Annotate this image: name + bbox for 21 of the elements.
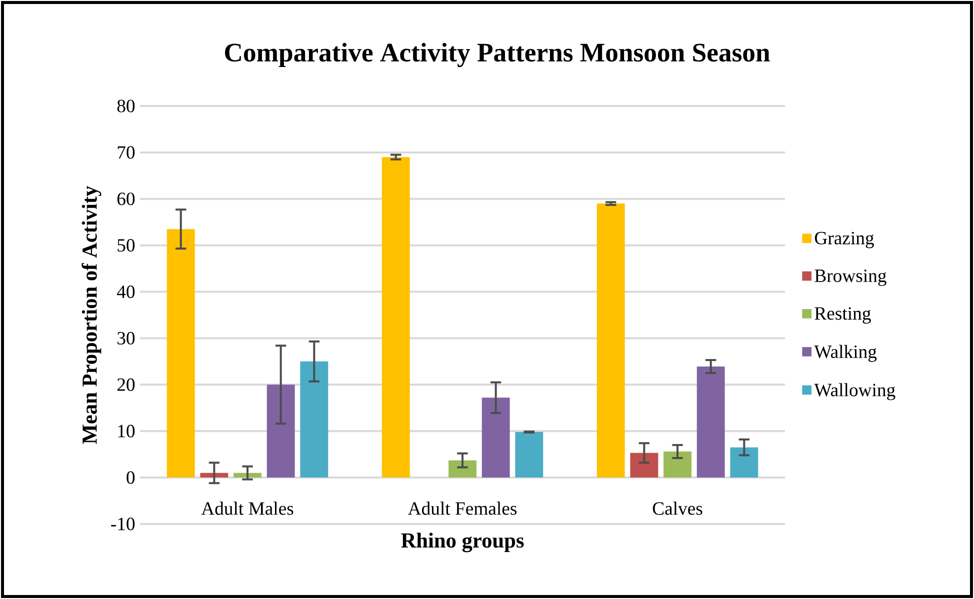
legend-label: Wallowing xyxy=(814,383,896,400)
chart-title: Comparative Activity Patterns Monsoon Season xyxy=(225,42,770,68)
legend-label: Walking xyxy=(814,344,877,362)
y-tick-label: 20 xyxy=(117,378,135,391)
y-tick-label: 30 xyxy=(118,332,135,345)
y-tick-label: 10 xyxy=(118,424,135,438)
y-axis-title: Mean Proportion of Activity xyxy=(82,186,102,444)
legend-label: Resting xyxy=(814,307,871,324)
legend-label: Browsing xyxy=(814,270,886,286)
y-tick-label: 0 xyxy=(126,471,135,484)
y-tick-label: 40 xyxy=(116,285,135,298)
x-tick-label: Calves xyxy=(652,502,702,515)
x-tick-label: Adult Males xyxy=(201,502,294,515)
x-tick-label: Adult Females xyxy=(408,502,517,515)
y-tick-label: 50 xyxy=(118,239,135,252)
y-tick-label: -10 xyxy=(111,518,135,530)
y-tick-label: 80 xyxy=(117,100,135,112)
y-tick-label: 70 xyxy=(118,146,135,159)
legend-label: Grazing xyxy=(814,232,874,248)
x-axis-title: Rhino groups xyxy=(401,532,524,552)
y-tick-label: 60 xyxy=(117,192,135,206)
